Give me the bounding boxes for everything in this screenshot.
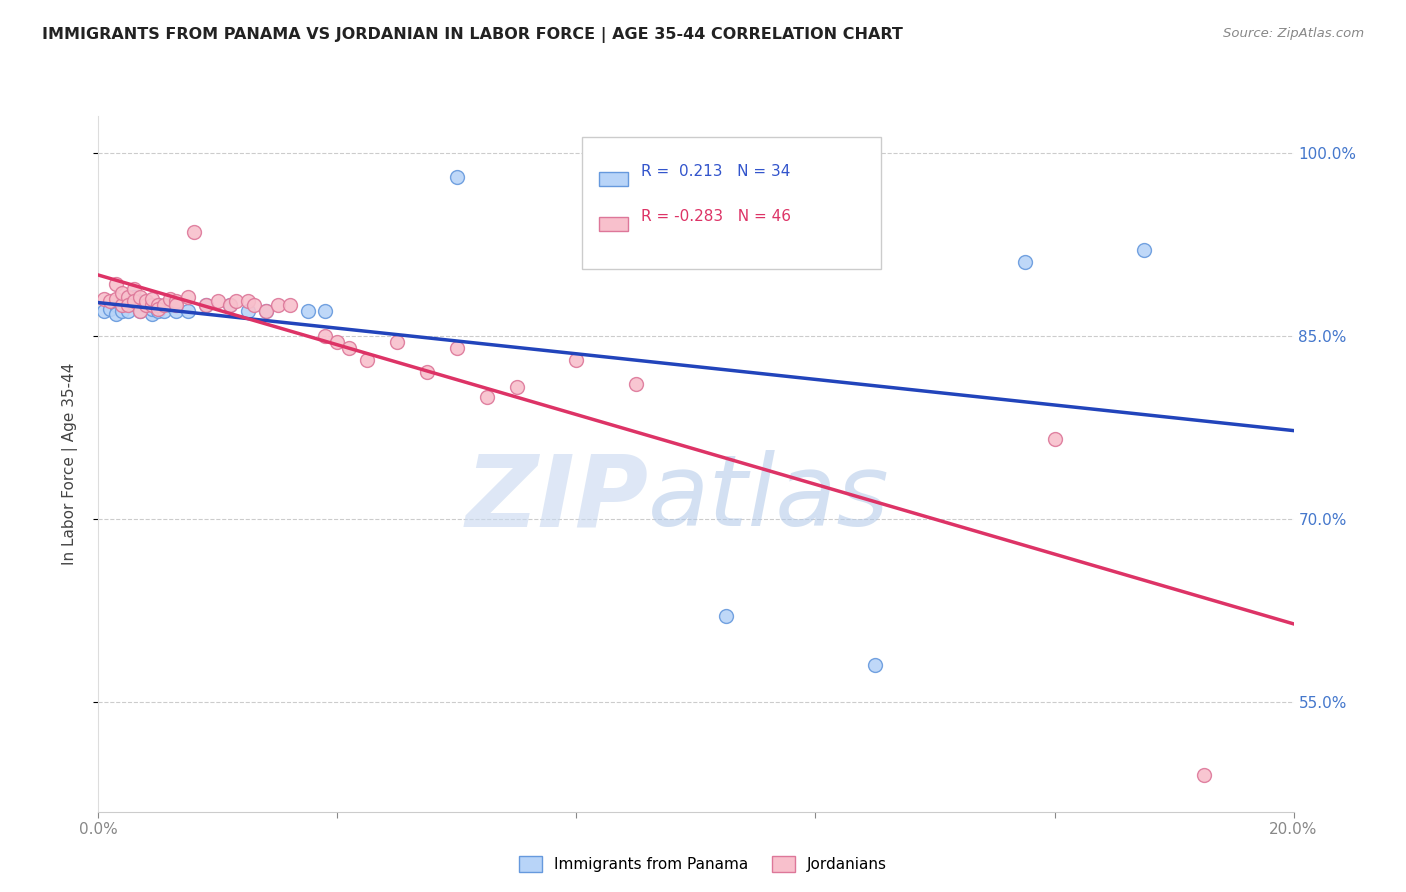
Text: R = -0.283   N = 46: R = -0.283 N = 46 [641, 210, 792, 225]
Point [124, 290, 146, 304]
Point [159, 292, 181, 306]
Point [1043, 433, 1066, 447]
Point [148, 298, 170, 312]
Point [124, 294, 146, 309]
Point [93, 304, 115, 318]
Point [135, 298, 157, 312]
Point [506, 380, 529, 394]
Point [105, 277, 128, 292]
Text: IMMIGRANTS FROM PANAMA VS JORDANIAN IN LABOR FORCE | AGE 35-44 CORRELATION CHART: IMMIGRANTS FROM PANAMA VS JORDANIAN IN L… [42, 27, 903, 43]
Point [111, 304, 134, 318]
Point [385, 334, 409, 349]
Point [626, 377, 648, 392]
Point [111, 285, 134, 300]
Point [129, 304, 152, 318]
FancyBboxPatch shape [582, 136, 882, 269]
Point [117, 290, 139, 304]
Point [124, 297, 146, 311]
Point [105, 292, 128, 306]
Point [714, 609, 737, 624]
Point [339, 341, 360, 355]
Point [207, 294, 229, 309]
Point [254, 304, 277, 318]
Point [356, 353, 378, 368]
Point [129, 304, 152, 318]
Point [165, 294, 187, 309]
Point [124, 282, 146, 296]
Point [129, 290, 152, 304]
Point [117, 298, 139, 312]
Point [236, 304, 259, 318]
Point [153, 304, 176, 318]
Point [195, 298, 218, 312]
Point [93, 292, 115, 306]
Point [135, 294, 157, 309]
Point [117, 304, 139, 318]
FancyBboxPatch shape [599, 217, 628, 231]
Point [141, 301, 163, 316]
Point [1133, 244, 1156, 258]
Point [141, 307, 163, 321]
Point [315, 328, 337, 343]
Point [225, 294, 247, 309]
Point [129, 298, 152, 312]
Point [117, 292, 139, 306]
Point [105, 307, 128, 321]
Point [100, 294, 122, 309]
Point [100, 301, 122, 316]
Point [326, 334, 349, 349]
Point [267, 298, 290, 312]
Legend: Immigrants from Panama, Jordanians: Immigrants from Panama, Jordanians [512, 848, 894, 880]
Point [865, 658, 887, 673]
Point [1192, 768, 1215, 782]
Point [195, 298, 218, 312]
Point [177, 290, 200, 304]
Point [135, 294, 157, 309]
Point [148, 301, 170, 316]
FancyBboxPatch shape [599, 171, 628, 186]
Text: R =  0.213   N = 34: R = 0.213 N = 34 [641, 164, 790, 179]
Point [105, 298, 128, 312]
Point [243, 298, 266, 312]
Text: ZIP: ZIP [465, 450, 648, 547]
Y-axis label: In Labor Force | Age 35-44: In Labor Force | Age 35-44 [62, 363, 77, 565]
Point [236, 294, 259, 309]
Point [165, 304, 187, 318]
Text: atlas: atlas [648, 450, 890, 547]
Text: Source: ZipAtlas.com: Source: ZipAtlas.com [1223, 27, 1364, 40]
Point [297, 304, 319, 318]
Point [141, 298, 163, 312]
Point [254, 304, 277, 318]
Point [159, 298, 181, 312]
Point [117, 298, 139, 312]
Point [1014, 255, 1036, 269]
Point [165, 298, 187, 312]
Point [219, 298, 242, 312]
Point [148, 304, 170, 318]
Point [153, 298, 176, 312]
Point [111, 298, 134, 312]
Point [475, 390, 498, 404]
Point [565, 353, 588, 368]
Point [416, 365, 439, 379]
Point [111, 298, 134, 312]
Point [135, 298, 157, 312]
Point [315, 304, 337, 318]
Point [219, 298, 242, 312]
Point [446, 169, 468, 184]
Point [183, 225, 205, 239]
Point [148, 298, 170, 312]
Point [278, 298, 301, 312]
Point [141, 292, 163, 306]
Point [446, 341, 468, 355]
Point [177, 304, 200, 318]
